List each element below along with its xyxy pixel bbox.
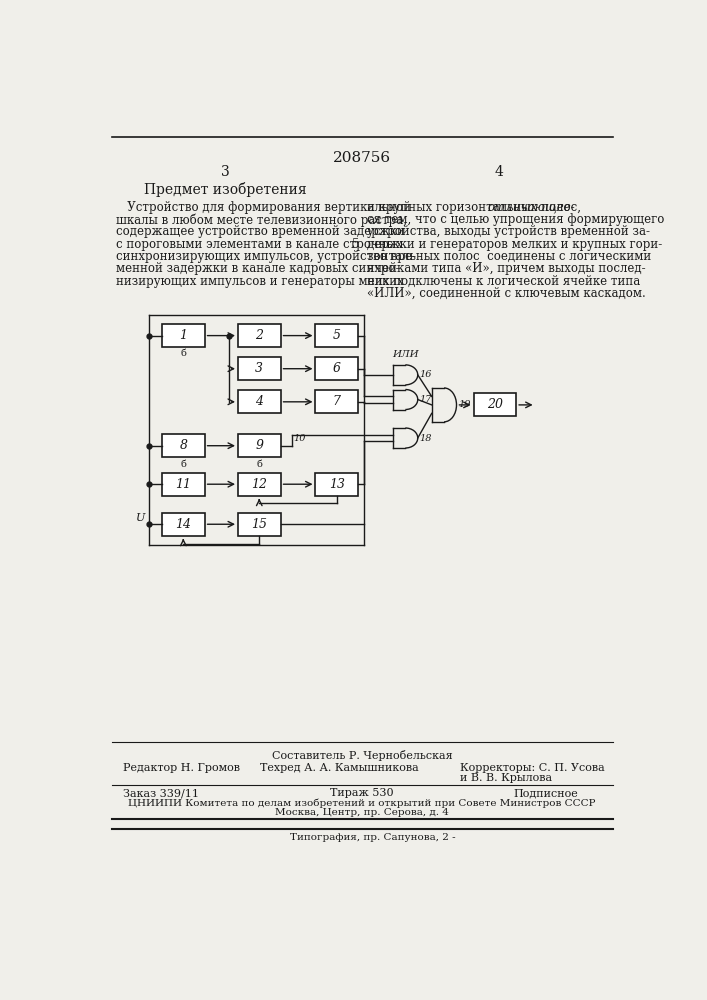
Text: Предмет изобретения: Предмет изобретения: [144, 182, 307, 197]
Bar: [238, 434, 281, 457]
Text: 6: 6: [333, 362, 341, 375]
Text: держки и генераторов мелких и крупных гори-: держки и генераторов мелких и крупных го…: [368, 238, 662, 251]
Text: ся тем, что с целью упрощения формирующего: ся тем, что с целью упрощения формирующе…: [368, 213, 665, 226]
Text: Подписное: Подписное: [513, 788, 578, 798]
Text: б: б: [257, 460, 262, 469]
Text: 4: 4: [255, 395, 263, 408]
Text: 15: 15: [251, 518, 267, 531]
Text: U: U: [136, 513, 145, 523]
Bar: [238, 390, 281, 413]
Text: 4: 4: [495, 165, 503, 179]
Text: 20: 20: [487, 398, 503, 411]
Text: 3: 3: [221, 165, 230, 179]
Text: 19: 19: [458, 400, 471, 409]
Text: 13: 13: [329, 478, 345, 491]
Text: содержащее устройство временной задержки: содержащее устройство временной задержки: [115, 225, 404, 238]
Bar: [315, 324, 358, 347]
Text: 18: 18: [419, 434, 432, 443]
Text: 17: 17: [419, 395, 432, 404]
Text: 14: 14: [175, 518, 192, 531]
Text: 208756: 208756: [333, 151, 391, 165]
Text: 11: 11: [175, 478, 192, 491]
Text: «ИЛИ», соединенной с ключевым каскадом.: «ИЛИ», соединенной с ключевым каскадом.: [368, 287, 646, 300]
Text: 10: 10: [293, 434, 306, 443]
Bar: [238, 473, 281, 496]
Text: 12: 12: [251, 478, 267, 491]
Text: ИЛИ: ИЛИ: [392, 350, 419, 359]
Text: менной задержки в канале кадровых синхро-: менной задержки в канале кадровых синхро…: [115, 262, 399, 275]
Text: 16: 16: [419, 370, 432, 379]
Bar: [315, 473, 358, 496]
Text: Составитель Р. Чернобельская: Составитель Р. Чернобельская: [271, 750, 452, 761]
Bar: [238, 357, 281, 380]
Bar: [238, 324, 281, 347]
Text: 5: 5: [352, 238, 360, 251]
Text: Типография, пр. Сапунова, 2 -: Типография, пр. Сапунова, 2 -: [290, 833, 455, 842]
Text: б: б: [180, 460, 186, 469]
Text: них подключены к логической ячейке типа: них подключены к логической ячейке типа: [368, 275, 641, 288]
Text: отличающее-: отличающее-: [488, 201, 575, 214]
Bar: [474, 393, 516, 416]
Bar: [238, 513, 281, 536]
Text: Редактор Н. Громов: Редактор Н. Громов: [123, 763, 240, 773]
Text: Устройство для формирования вертикальной: Устройство для формирования вертикальной: [115, 201, 411, 214]
Text: и В. В. Крылова: и В. В. Крылова: [460, 773, 552, 783]
Text: синхронизирующих импульсов, устройство вре-: синхронизирующих импульсов, устройство в…: [115, 250, 416, 263]
Bar: [315, 390, 358, 413]
Text: 9: 9: [255, 439, 263, 452]
Text: 8: 8: [180, 439, 187, 452]
Text: с пороговыми элементами в канале строчных: с пороговыми элементами в канале строчны…: [115, 238, 402, 251]
Text: ячейками типа «И», причем выходы послед-: ячейками типа «И», причем выходы послед-: [368, 262, 646, 275]
Text: ЦНИИПИ Комитета по делам изобретений и открытий при Совете Министров СССР: ЦНИИПИ Комитета по делам изобретений и о…: [128, 798, 596, 808]
Text: зонтальных полос  соединены с логическими: зонтальных полос соединены с логическими: [368, 250, 652, 263]
Bar: [162, 473, 204, 496]
Text: 3: 3: [255, 362, 263, 375]
Text: устройства, выходы устройств временной за-: устройства, выходы устройств временной з…: [368, 225, 650, 238]
Text: Заказ 339/11: Заказ 339/11: [123, 788, 199, 798]
Text: 5: 5: [333, 329, 341, 342]
Text: и крупных горизонтальных полос,: и крупных горизонтальных полос,: [368, 201, 585, 214]
Text: 1: 1: [180, 329, 187, 342]
Text: низирующих импульсов и генераторы мелких: низирующих импульсов и генераторы мелких: [115, 275, 403, 288]
Text: Корректоры: С. П. Усова: Корректоры: С. П. Усова: [460, 763, 605, 773]
Bar: [162, 324, 204, 347]
Bar: [162, 513, 204, 536]
Text: шкалы в любом месте телевизионного растра,: шкалы в любом месте телевизионного растр…: [115, 213, 407, 227]
Text: Техред А. А. Камышникова: Техред А. А. Камышникова: [260, 763, 419, 773]
Bar: [162, 434, 204, 457]
Text: 2: 2: [255, 329, 263, 342]
Text: Москва, Центр, пр. Серова, д. 4: Москва, Центр, пр. Серова, д. 4: [275, 808, 449, 817]
Text: б: б: [180, 349, 186, 358]
Bar: [315, 357, 358, 380]
Text: Тираж 530: Тираж 530: [330, 788, 394, 798]
Text: 7: 7: [333, 395, 341, 408]
